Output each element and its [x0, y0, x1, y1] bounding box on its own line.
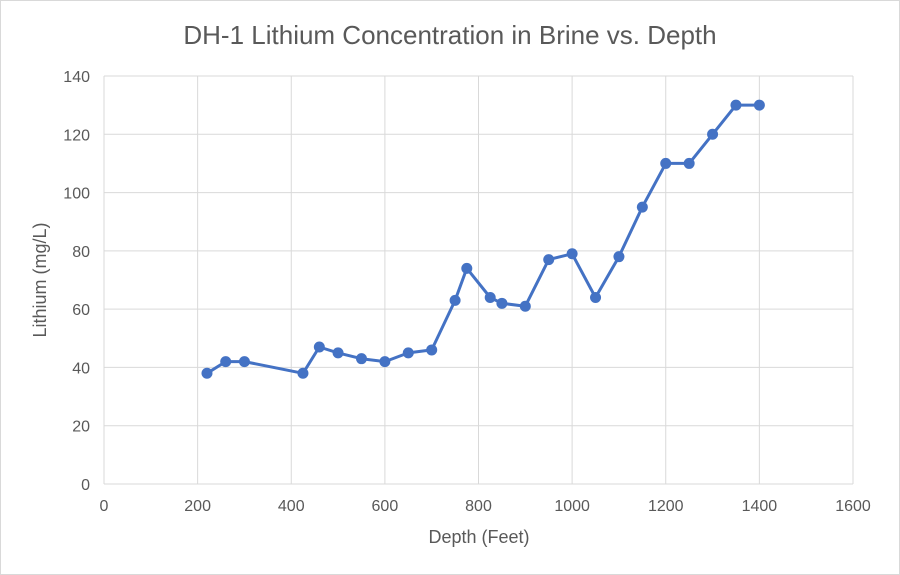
- data-point: [566, 248, 578, 260]
- series-line: [206, 103, 760, 375]
- data-point: [590, 291, 602, 303]
- data-point: [201, 367, 213, 379]
- y-axis-label: Lithium (mg/L): [30, 222, 50, 337]
- data-point: [461, 262, 473, 274]
- y-tick-label: 40: [72, 360, 90, 377]
- data-point: [449, 294, 461, 306]
- x-tick-label: 0: [100, 498, 109, 515]
- x-tick-label: 1400: [742, 498, 778, 515]
- y-tick-label: 20: [72, 419, 90, 436]
- data-point: [355, 353, 367, 365]
- chart-title: DH-1 Lithium Concentration in Brine vs. …: [183, 20, 716, 50]
- data-point: [519, 300, 531, 312]
- data-point: [297, 367, 309, 379]
- data-point: [543, 254, 555, 266]
- y-axis-ticks: 0 20 40 60 80 100 120 140: [63, 69, 90, 494]
- y-tick-label: 60: [72, 302, 90, 319]
- x-tick-label: 1200: [648, 498, 684, 515]
- x-tick-label: 800: [465, 498, 492, 515]
- data-point: [730, 99, 742, 111]
- data-point: [220, 356, 232, 368]
- data-point: [238, 356, 250, 368]
- data-point: [683, 157, 695, 169]
- gridlines: [103, 75, 854, 485]
- data-point: [496, 297, 508, 309]
- y-tick-label: 0: [81, 477, 90, 494]
- data-point: [426, 344, 438, 356]
- data-point: [402, 347, 414, 359]
- data-point: [753, 99, 765, 111]
- data-point: [313, 341, 325, 353]
- data-point: [707, 128, 719, 140]
- data-point: [613, 251, 625, 263]
- data-point: [636, 201, 648, 213]
- data-series: [201, 99, 765, 379]
- x-tick-label: 1600: [835, 498, 871, 515]
- x-tick-label: 1000: [554, 498, 590, 515]
- x-tick-label: 200: [184, 498, 211, 515]
- y-tick-label: 140: [63, 69, 90, 86]
- x-tick-label: 600: [372, 498, 399, 515]
- y-tick-label: 80: [72, 244, 90, 261]
- data-point: [660, 157, 672, 169]
- y-tick-label: 120: [63, 127, 90, 144]
- y-tick-label: 100: [63, 186, 90, 203]
- x-axis-ticks: 0 200 400 600 800 1000 1200 1400 1600: [100, 498, 871, 515]
- x-axis-label: Depth (Feet): [428, 527, 529, 547]
- data-point: [332, 347, 344, 359]
- x-tick-label: 400: [278, 498, 305, 515]
- data-point: [484, 291, 496, 303]
- data-point: [379, 356, 391, 368]
